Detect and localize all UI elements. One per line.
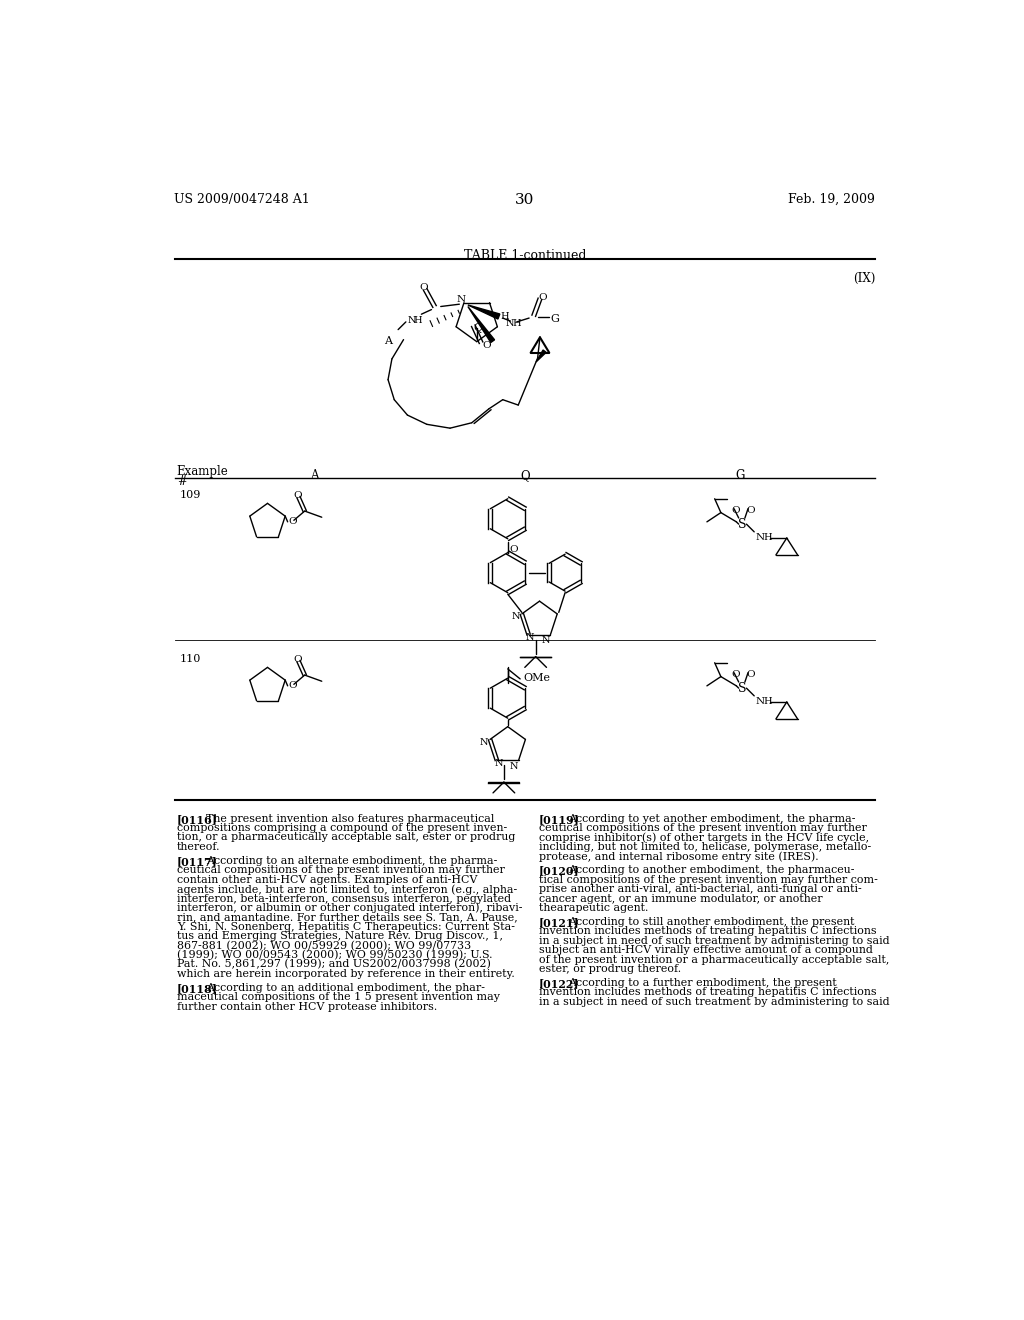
Text: N: N	[756, 697, 765, 706]
Text: 30: 30	[515, 193, 535, 207]
Text: N: N	[479, 738, 488, 747]
Text: O: O	[294, 491, 302, 500]
Text: protease, and internal ribosome entry site (IRES).: protease, and internal ribosome entry si…	[539, 851, 818, 862]
Text: N: N	[511, 612, 520, 622]
Text: N: N	[506, 319, 514, 327]
Text: H: H	[501, 312, 509, 321]
Text: ester, or prodrug thereof.: ester, or prodrug thereof.	[539, 964, 681, 974]
Text: O: O	[289, 517, 297, 527]
Text: invention includes methods of treating hepatitis C infections: invention includes methods of treating h…	[539, 987, 877, 998]
Text: agents include, but are not limited to, interferon (e.g., alpha-: agents include, but are not limited to, …	[177, 884, 517, 895]
Text: According to a further embodiment, the present: According to a further embodiment, the p…	[568, 978, 837, 989]
Text: (1999); WO 00/09543 (2000); WO 99/50230 (1999); U.S.: (1999); WO 00/09543 (2000); WO 99/50230 …	[177, 950, 493, 960]
Text: thearapeutic agent.: thearapeutic agent.	[539, 903, 648, 913]
Text: O: O	[746, 669, 755, 678]
Text: O: O	[482, 341, 492, 350]
Text: [0120]: [0120]	[539, 866, 580, 876]
Text: S: S	[737, 517, 746, 531]
Text: Y. Shi, N. Sonenberg, Hepatitis C Therapeutics: Current Sta-: Y. Shi, N. Sonenberg, Hepatitis C Therap…	[177, 921, 515, 932]
Text: G: G	[735, 470, 744, 483]
Text: According to still another embodiment, the present: According to still another embodiment, t…	[568, 917, 855, 927]
Text: in a subject in need of such treatment by administering to said: in a subject in need of such treatment b…	[539, 936, 890, 946]
Text: O: O	[509, 545, 518, 554]
Text: O: O	[731, 669, 739, 678]
Text: OMe: OMe	[523, 673, 550, 682]
Text: ceutical compositions of the present invention may further: ceutical compositions of the present inv…	[177, 866, 505, 875]
Text: tus and Emerging Strategies, Nature Rev. Drug Discov., 1,: tus and Emerging Strategies, Nature Rev.…	[177, 931, 503, 941]
Text: subject an anti-HCV virally effective amount of a compound: subject an anti-HCV virally effective am…	[539, 945, 872, 956]
Text: N: N	[526, 634, 535, 642]
Text: N: N	[495, 759, 503, 767]
Text: O: O	[746, 506, 755, 515]
Text: 110: 110	[180, 653, 202, 664]
Text: comprise inhibitor(s) of other targets in the HCV life cycle,: comprise inhibitor(s) of other targets i…	[539, 833, 869, 843]
Text: G: G	[551, 314, 560, 325]
Text: tion, or a pharmaceutically acceptable salt, ester or prodrug: tion, or a pharmaceutically acceptable s…	[177, 833, 515, 842]
Text: [0116]: [0116]	[177, 813, 218, 825]
Text: [0119]: [0119]	[539, 813, 580, 825]
Text: maceutical compositions of the 1 5 present invention may: maceutical compositions of the 1 5 prese…	[177, 993, 500, 1002]
Text: O: O	[419, 284, 428, 293]
Text: S: S	[737, 682, 746, 696]
Text: A: A	[384, 335, 392, 346]
Text: [0117]: [0117]	[177, 855, 217, 867]
Text: [0121]: [0121]	[539, 917, 580, 928]
Text: [0122]: [0122]	[539, 978, 580, 989]
Text: A: A	[309, 470, 318, 483]
Text: tical compositions of the present invention may further com-: tical compositions of the present invent…	[539, 875, 878, 884]
Text: According to an alternate embodiment, the pharma-: According to an alternate embodiment, th…	[206, 855, 498, 866]
Text: thereof.: thereof.	[177, 842, 220, 851]
Text: TABLE 1-continued: TABLE 1-continued	[464, 249, 586, 263]
Text: H: H	[414, 315, 422, 325]
Text: in a subject in need of such treatment by administering to said: in a subject in need of such treatment b…	[539, 997, 890, 1007]
Text: Example: Example	[177, 465, 228, 478]
Text: Feb. 19, 2009: Feb. 19, 2009	[788, 193, 876, 206]
Text: According to yet another embodiment, the pharma-: According to yet another embodiment, the…	[568, 813, 856, 824]
Text: O: O	[289, 681, 297, 690]
Text: which are herein incorporated by reference in their entirety.: which are herein incorporated by referen…	[177, 969, 515, 978]
Text: N: N	[510, 762, 518, 771]
Text: Pat. No. 5,861,297 (1999); and US2002/0037998 (2002): Pat. No. 5,861,297 (1999); and US2002/00…	[177, 960, 490, 970]
Text: #: #	[177, 475, 186, 488]
Text: 867-881 (2002); WO 00/59929 (2000); WO 99/07733: 867-881 (2002); WO 00/59929 (2000); WO 9…	[177, 940, 471, 950]
Text: [0118]: [0118]	[177, 983, 218, 994]
Text: N: N	[542, 636, 550, 645]
Text: N: N	[408, 315, 416, 325]
Polygon shape	[468, 305, 500, 319]
Text: compositions comprising a compound of the present inven-: compositions comprising a compound of th…	[177, 824, 507, 833]
Text: rin, and amantadine. For further details see S. Tan, A. Pause,: rin, and amantadine. For further details…	[177, 912, 517, 923]
Text: of the present invention or a pharmaceutically acceptable salt,: of the present invention or a pharmaceut…	[539, 954, 889, 965]
Text: Q: Q	[474, 323, 482, 333]
Text: O: O	[294, 655, 302, 664]
Text: O: O	[731, 506, 739, 515]
Polygon shape	[537, 350, 546, 362]
Text: 109: 109	[180, 490, 202, 499]
Text: Q: Q	[520, 470, 529, 483]
Text: According to another embodiment, the pharmaceu-: According to another embodiment, the pha…	[568, 866, 855, 875]
Text: prise another anti-viral, anti-bacterial, anti-fungal or anti-: prise another anti-viral, anti-bacterial…	[539, 884, 861, 894]
Text: (IX): (IX)	[853, 272, 874, 285]
Text: H: H	[764, 697, 772, 706]
Text: interferon, beta-interferon, consensus interferon, pegylated: interferon, beta-interferon, consensus i…	[177, 894, 511, 903]
Text: ceutical compositions of the present invention may further: ceutical compositions of the present inv…	[539, 824, 866, 833]
Text: O: O	[539, 293, 547, 302]
Text: invention includes methods of treating hepatitis C infections: invention includes methods of treating h…	[539, 927, 877, 936]
Text: cancer agent, or an immune modulator, or another: cancer agent, or an immune modulator, or…	[539, 894, 822, 903]
Text: interferon, or albumin or other conjugated interferon), ribavi-: interferon, or albumin or other conjugat…	[177, 903, 522, 913]
Text: H: H	[512, 319, 520, 327]
Text: US 2009/0047248 A1: US 2009/0047248 A1	[174, 193, 310, 206]
Text: including, but not limited to, helicase, polymerase, metallo-: including, but not limited to, helicase,…	[539, 842, 871, 851]
Text: contain other anti-HCV agents. Examples of anti-HCV: contain other anti-HCV agents. Examples …	[177, 875, 477, 884]
Text: H: H	[764, 533, 772, 543]
Polygon shape	[468, 306, 495, 342]
Text: According to an additional embodiment, the phar-: According to an additional embodiment, t…	[206, 983, 485, 993]
Text: N: N	[457, 296, 466, 304]
Text: N: N	[756, 533, 765, 543]
Text: The present invention also features pharmaceutical: The present invention also features phar…	[206, 813, 495, 824]
Text: further contain other HCV protease inhibitors.: further contain other HCV protease inhib…	[177, 1002, 437, 1011]
